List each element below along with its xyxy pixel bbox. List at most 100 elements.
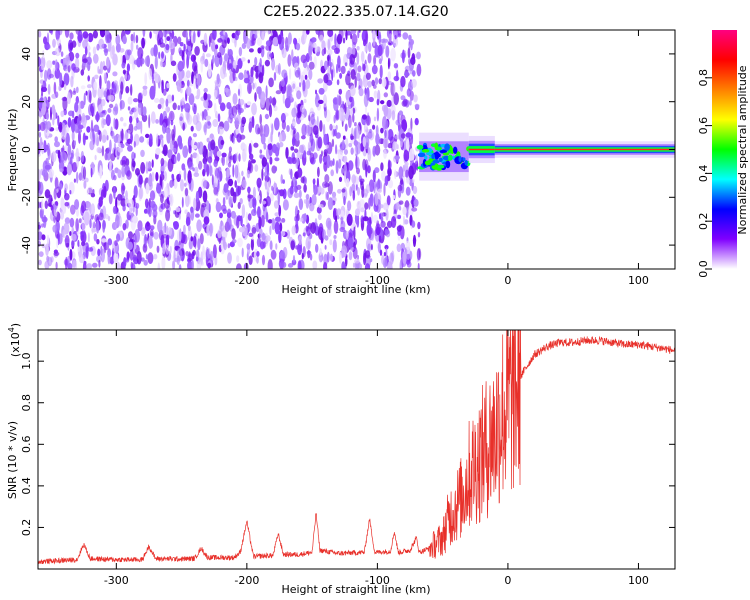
spectrogram-noise-cell [263,124,270,138]
spectrogram-noise-cell [39,137,43,151]
spectrogram-noise-cell [55,91,59,98]
spectrogram-noise-cell [48,73,54,79]
spectrogram-noise-cell [58,85,62,92]
spectrogram-noise-cell [225,191,229,200]
spectrogram-noise-cell [372,124,376,130]
spectrogram-x-tick-label: -300 [104,274,129,287]
spectrogram-noise-cell [81,200,87,214]
spectrogram-noise-cell [195,95,200,100]
spectrogram-noise-cell [361,114,368,120]
spectrogram-noise-cell [149,31,152,39]
spectrogram-noise-cell [79,100,85,110]
spectrogram-noise-cell [112,71,118,77]
spectrogram-noise-cell [138,187,144,199]
spectrogram-noise-cell [265,211,269,223]
spectrogram-noise-cell [181,49,185,56]
spectrogram-noise-cell [357,187,360,196]
spectrogram-noise-cell [275,147,280,157]
spectrogram-noise-cell [404,161,409,167]
spectrogram-noise-cell [86,56,92,66]
spectrogram-noise-cell [252,64,257,71]
spectrogram-noise-cell [195,190,200,203]
spectrogram-noise-cell [222,236,226,249]
spectrogram-noise-cell [305,193,310,200]
spectrogram-noise-cell [201,202,207,208]
spectrogram-noise-cell [93,124,100,132]
signal-blob [432,159,440,164]
spectrogram-noise-cell [335,160,339,174]
spectrogram-noise-cell [305,125,311,137]
spectrogram-noise-cell [80,69,85,76]
spectrogram-noise-cell [185,216,191,227]
signal-blob [445,160,451,169]
spectrogram-noise-cell [397,187,402,198]
spectrogram-noise-cell [410,39,413,51]
spectrogram-noise-cell [261,157,268,167]
spectrogram-noise-cell [374,144,381,156]
spectrogram-noise-cell [159,97,165,105]
spectrogram-noise-cell [406,88,412,97]
spectrogram-noise-cell [102,219,106,233]
spectrogram-noise-cell [218,93,222,105]
spectrogram-noise-cell [74,101,79,113]
spectrogram-noise-cell [329,62,333,67]
spectrogram-noise-cell [227,243,230,249]
spectrogram-noise-cell [380,127,384,134]
spectrogram-noise-cell [306,250,312,255]
spectrogram-noise-cell [207,63,212,78]
spectrogram-noise-cell [52,38,56,48]
spectrogram-noise-cell [140,120,143,134]
spectrogram-noise-cell [137,47,144,59]
spectrogram-noise-cell [364,45,367,52]
snr-y-tick-label: 0.2 [20,519,33,537]
spectrogram-noise-cell [175,207,181,213]
spectrogram-noise-cell [304,177,308,185]
spectrogram-noise-cell [308,61,315,70]
colorbar-strip [712,30,737,269]
spectrogram-noise-cell [292,83,296,89]
spectrogram-noise-cell [407,47,411,59]
spectrogram-noise-cell [315,30,321,35]
spectrogram-noise-cell [64,183,68,191]
spectrogram-noise-cell [57,149,61,159]
spectrogram-noise-cell [89,140,95,151]
spectrogram-noise-cell [45,243,49,256]
spectrogram-noise-cell [410,117,413,131]
spectrogram-noise-cell [195,213,200,218]
spectrogram-noise-cell [210,250,214,265]
spectrogram-noise-cell [133,141,136,148]
spectrogram-noise-cell [344,62,348,67]
spectrogram-noise-cell [121,165,126,178]
spectrogram-noise-cell [91,105,95,115]
spectrogram-noise-cell [236,216,240,229]
spectrogram-noise-cell [51,151,57,163]
spectrogram-noise-cell [401,119,408,132]
spectrogram-noise-cell [162,88,167,96]
spectrogram-noise-cell [38,112,43,118]
spectrogram-noise-cell [179,116,183,121]
spectrogram-noise-cell [177,105,181,111]
spectrogram-noise-cell [113,135,119,144]
spectrogram-noise-cell [165,30,168,35]
spectrogram-noise-cell [336,110,339,120]
spectrogram-noise-cell [297,167,303,178]
spectrogram-noise-cell [303,98,307,104]
spectrogram-noise-cell [103,90,107,98]
spectrogram-noise-cell [383,92,388,98]
spectrogram-noise-cell [67,65,71,73]
spectrogram-noise-cell [161,256,166,269]
spectrogram-noise-cell [207,121,211,126]
spectrogram-noise-cell [71,149,75,160]
spectrogram-noise-cell [126,63,130,72]
spectrogram-noise-cell [241,247,244,258]
spectrogram-noise-cell [259,149,263,154]
spectrogram-noise-cell [267,143,273,151]
spectrogram-noise-cell [190,236,194,242]
spectrogram-noise-cell [52,60,56,65]
spectrogram-noise-cell [127,106,131,111]
spectrogram-noise-cell [356,72,361,82]
spectrogram-noise-cell [160,193,164,204]
spectrogram-noise-cell [367,146,370,155]
spectrogram-noise-cell [246,243,251,250]
spectrogram-noise-cell [187,260,193,269]
